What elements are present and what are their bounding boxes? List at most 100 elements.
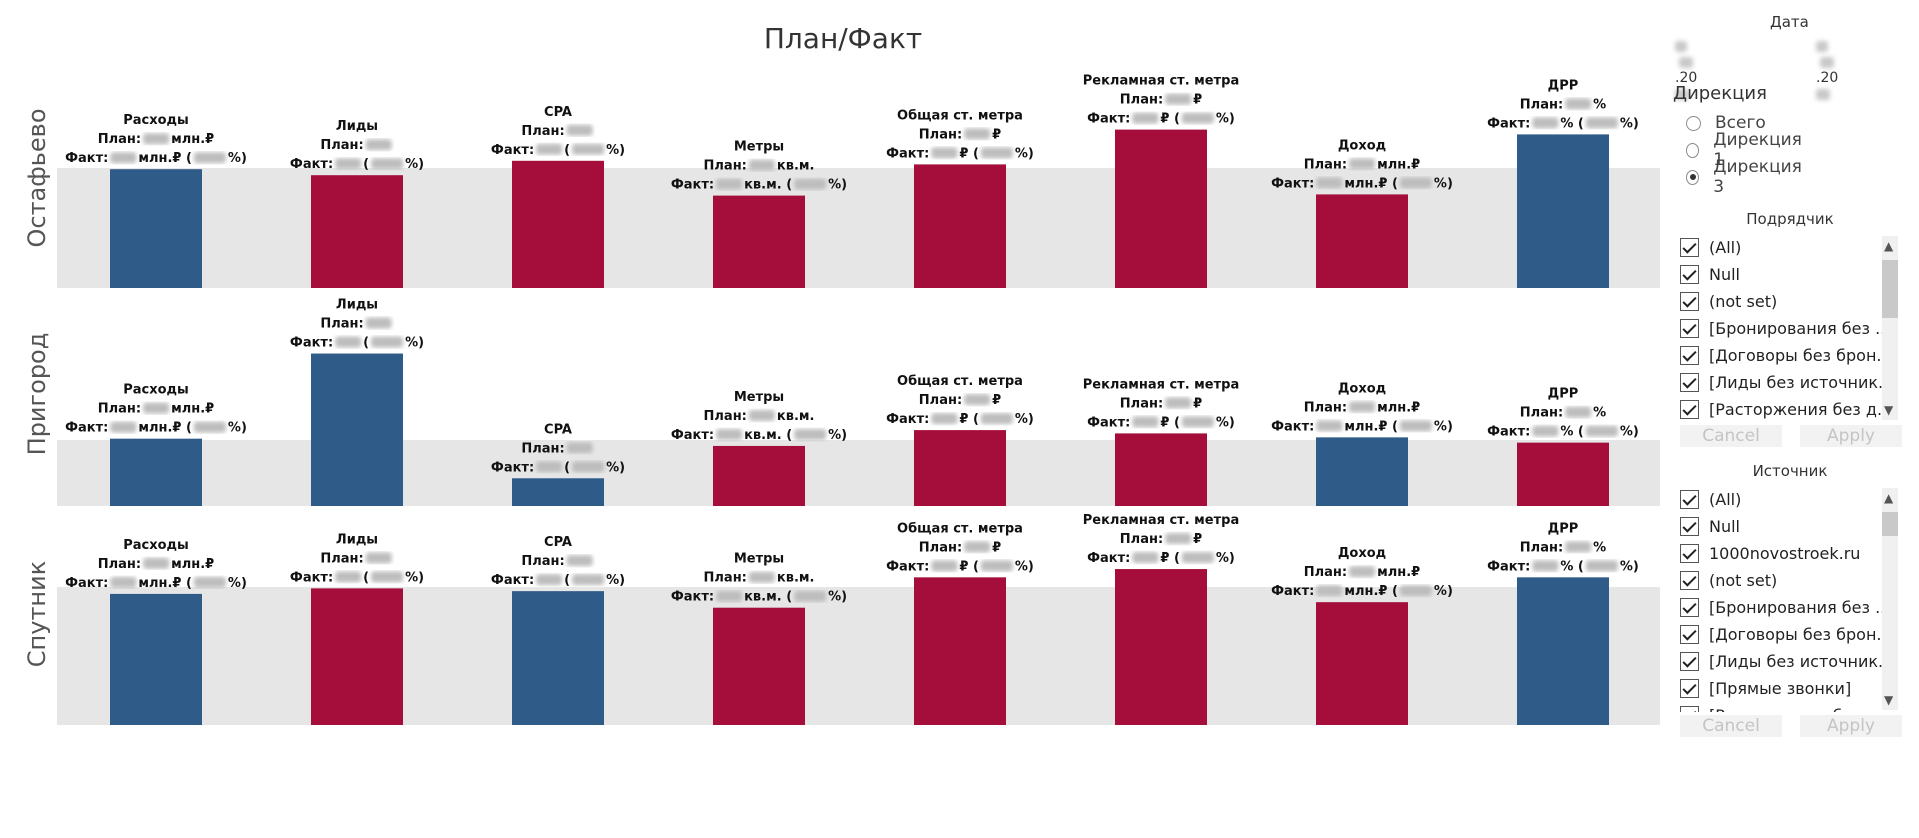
bar[interactable] bbox=[1115, 569, 1207, 725]
scroll-up-icon[interactable]: ▲ bbox=[1884, 491, 1894, 505]
fact-pct-suffix: %) bbox=[1434, 419, 1453, 434]
fact-pct-suffix: %) bbox=[606, 460, 625, 475]
checkbox-checked-icon[interactable] bbox=[1680, 373, 1699, 392]
bar[interactable] bbox=[110, 593, 202, 725]
bar[interactable] bbox=[1316, 602, 1408, 725]
date-to[interactable]: .20 bbox=[1816, 38, 1838, 102]
fact-unit: ₽ ( bbox=[959, 412, 979, 427]
bar-plan-label: План: ₽ bbox=[919, 393, 1001, 408]
bar[interactable] bbox=[1115, 433, 1207, 506]
checkbox-checked-icon[interactable] bbox=[1680, 598, 1699, 617]
checkbox-checked-icon[interactable] bbox=[1680, 625, 1699, 644]
bar-plan-label: План: % bbox=[1520, 97, 1606, 112]
bar[interactable] bbox=[914, 164, 1006, 288]
fact-unit: млн.₽ ( bbox=[1344, 176, 1398, 191]
checkbox-checked-icon[interactable] bbox=[1680, 571, 1699, 590]
contractor-apply-button[interactable]: Apply bbox=[1800, 425, 1902, 447]
checkbox-checked-icon[interactable] bbox=[1680, 517, 1699, 536]
plan-value-blur bbox=[964, 394, 991, 406]
checkbox-checked-icon[interactable] bbox=[1680, 238, 1699, 257]
bar[interactable] bbox=[1316, 437, 1408, 506]
checkbox-checked-icon[interactable] bbox=[1680, 319, 1699, 338]
bar-category-label: ДРР bbox=[1548, 387, 1579, 402]
bar[interactable] bbox=[1517, 134, 1609, 288]
fact-pct-suffix: %) bbox=[1620, 116, 1639, 131]
bar[interactable] bbox=[914, 577, 1006, 725]
source-cancel-button[interactable]: Cancel bbox=[1680, 715, 1782, 737]
bar[interactable] bbox=[512, 478, 604, 506]
scroll-down-icon[interactable]: ▼ bbox=[1884, 403, 1894, 417]
source-scrollbar[interactable]: ▲ ▼ bbox=[1882, 488, 1898, 710]
fact-pct-blur bbox=[1181, 416, 1214, 428]
fact-pct-blur bbox=[794, 178, 827, 190]
bar[interactable] bbox=[512, 591, 604, 725]
bar[interactable] bbox=[713, 445, 805, 506]
contractor-item[interactable]: [Договоры без брон... bbox=[1680, 342, 1906, 369]
source-item[interactable]: Null bbox=[1680, 513, 1906, 540]
fact-value-blur bbox=[716, 590, 743, 602]
source-item[interactable]: (All) bbox=[1680, 486, 1906, 513]
checkbox-checked-icon[interactable] bbox=[1680, 679, 1699, 698]
contractor-scrollbar[interactable]: ▲ ▼ bbox=[1882, 236, 1898, 420]
plan-prefix: План: bbox=[704, 571, 747, 586]
checkbox-checked-icon[interactable] bbox=[1680, 265, 1699, 284]
checkbox-checked-icon[interactable] bbox=[1680, 400, 1699, 419]
scroll-up-icon[interactable]: ▲ bbox=[1884, 239, 1894, 253]
contractor-item[interactable]: Null bbox=[1680, 261, 1906, 288]
bar[interactable] bbox=[1517, 442, 1609, 506]
bar[interactable] bbox=[713, 195, 805, 288]
checkbox-checked-icon[interactable] bbox=[1680, 706, 1699, 712]
source-item[interactable]: (not set) bbox=[1680, 567, 1906, 594]
bar[interactable] bbox=[512, 160, 604, 288]
source-item[interactable]: [Договоры без брон... bbox=[1680, 621, 1906, 648]
fact-pct-suffix: %) bbox=[1216, 415, 1235, 430]
contractor-cancel-button[interactable]: Cancel bbox=[1680, 425, 1782, 447]
fact-pct-blur bbox=[980, 560, 1013, 572]
source-item[interactable]: [Расторжения без д... bbox=[1680, 702, 1906, 712]
bar[interactable] bbox=[311, 353, 403, 506]
date-from[interactable]: .20 bbox=[1675, 38, 1697, 102]
scroll-thumb[interactable] bbox=[1882, 260, 1898, 318]
source-item[interactable]: [Прямые звонки] bbox=[1680, 675, 1906, 702]
bar[interactable] bbox=[1115, 129, 1207, 288]
checkbox-checked-icon[interactable] bbox=[1680, 292, 1699, 311]
bar-category-label: Метры bbox=[734, 140, 784, 155]
contractor-item[interactable]: (All) bbox=[1680, 234, 1906, 261]
checkbox-checked-icon[interactable] bbox=[1680, 652, 1699, 671]
source-list[interactable]: (All) Null 1000novostroek.ru (not set) [Брон… bbox=[1680, 486, 1906, 712]
fact-value-blur bbox=[931, 413, 958, 425]
fact-value-blur bbox=[1132, 552, 1159, 564]
bar[interactable] bbox=[311, 588, 403, 725]
bar[interactable] bbox=[110, 438, 202, 506]
fact-pct-blur bbox=[1181, 552, 1214, 564]
fact-unit: ( bbox=[564, 573, 570, 588]
checkbox-checked-icon[interactable] bbox=[1680, 544, 1699, 563]
bar[interactable] bbox=[713, 607, 805, 725]
bar[interactable] bbox=[914, 430, 1006, 506]
checkbox-checked-icon[interactable] bbox=[1680, 490, 1699, 509]
bar[interactable] bbox=[110, 169, 202, 288]
direction-option-all[interactable]: Всего bbox=[1686, 110, 1766, 136]
plan-unit: млн.₽ bbox=[1377, 157, 1420, 172]
contractor-item[interactable]: [Лиды без источник... bbox=[1680, 369, 1906, 396]
bar[interactable] bbox=[1316, 194, 1408, 288]
scroll-down-icon[interactable]: ▼ bbox=[1884, 693, 1894, 707]
source-filter-title: Источник bbox=[1752, 462, 1828, 480]
source-item[interactable]: [Бронирования без ... bbox=[1680, 594, 1906, 621]
contractor-item[interactable]: (not set) bbox=[1680, 288, 1906, 315]
contractor-item-label: [Договоры без брон... bbox=[1709, 346, 1892, 365]
direction-option-3[interactable]: Дирекция 3 bbox=[1686, 157, 1804, 197]
bar[interactable] bbox=[311, 175, 403, 288]
fact-pct-blur bbox=[794, 428, 827, 440]
contractor-item[interactable]: [Бронирования без ... bbox=[1680, 315, 1906, 342]
contractor-list[interactable]: (All) Null (not set) [Бронирования без ... [… bbox=[1680, 234, 1906, 424]
contractor-item[interactable]: [Расторжения без д... bbox=[1680, 396, 1906, 423]
source-item[interactable]: [Лиды без источник... bbox=[1680, 648, 1906, 675]
bar[interactable] bbox=[1517, 577, 1609, 725]
bar-category-label: Лиды bbox=[336, 119, 378, 134]
source-apply-button[interactable]: Apply bbox=[1800, 715, 1902, 737]
scroll-thumb[interactable] bbox=[1882, 512, 1898, 536]
checkbox-checked-icon[interactable] bbox=[1680, 346, 1699, 365]
source-item[interactable]: 1000novostroek.ru bbox=[1680, 540, 1906, 567]
direction-option-1[interactable]: Дирекция 1 bbox=[1686, 130, 1804, 170]
